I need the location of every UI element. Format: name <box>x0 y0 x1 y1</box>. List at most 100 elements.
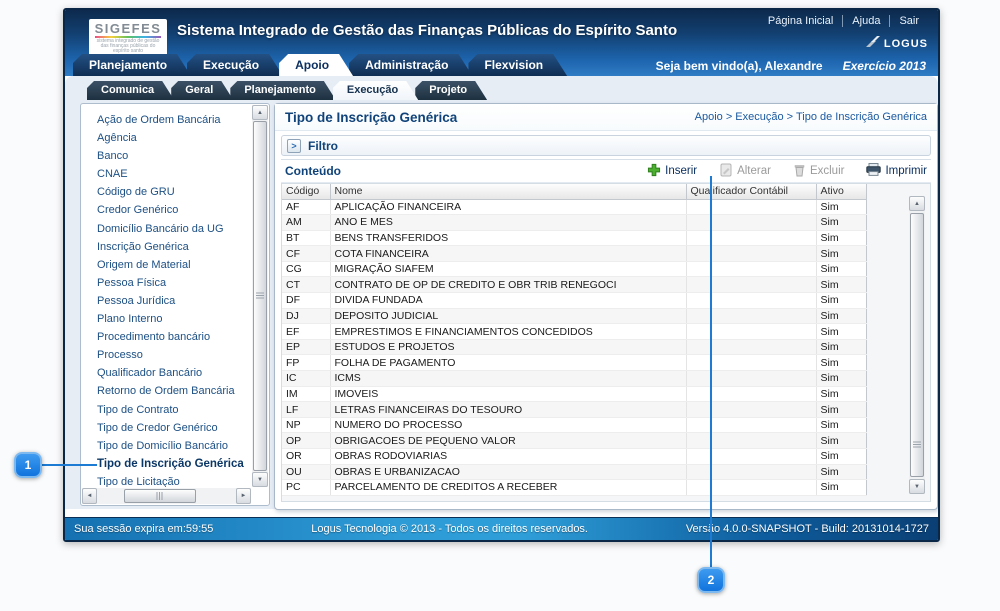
scroll-left-icon[interactable]: ◄ <box>82 488 97 504</box>
cell-nome: OBRAS RODOVIARIAS <box>330 448 687 465</box>
cell-qualificador <box>686 432 817 449</box>
sidebar-item[interactable]: Credor Genérico <box>97 204 179 217</box>
table-row[interactable]: OR OBRAS RODOVIARIAS Sim <box>282 448 867 465</box>
sidebar-item[interactable]: Banco <box>97 150 129 163</box>
print-button[interactable]: Imprimir <box>866 163 927 180</box>
scroll-down-icon[interactable]: ▼ <box>909 479 925 494</box>
page-title: Tipo de Inscrição Genérica <box>285 109 458 125</box>
table-row[interactable]: BT BENS TRANSFERIDOS Sim <box>282 230 867 247</box>
session-timer: Sua sessão expira em:59:55 <box>74 523 214 535</box>
sidebar-vertical-scrollbar[interactable]: ▲ ▼ <box>252 105 268 487</box>
table-row[interactable]: CG MIGRAÇÃO SIAFEM Sim <box>282 261 867 278</box>
main-nav-tab[interactable]: Administração <box>349 54 472 76</box>
grid-column-header[interactable]: Código <box>282 184 331 200</box>
table-row[interactable]: OU OBRAS E URBANIZACAO Sim <box>282 464 867 481</box>
cell-nome: ICMS <box>330 370 687 387</box>
header-link[interactable]: Sair <box>889 15 928 27</box>
sidebar-item[interactable]: Procedimento bancário <box>97 331 211 344</box>
header-links: Página Inicial Ajuda Sair <box>759 15 928 27</box>
table-row[interactable]: EP ESTUDOS E PROJETOS Sim <box>282 339 867 356</box>
sidebar-item[interactable]: Origem de Material <box>97 258 191 271</box>
header-link[interactable]: Página Inicial <box>767 15 834 27</box>
delete-button[interactable]: Excluir <box>793 163 844 180</box>
cell-nome: LETRAS FINANCEIRAS DO TESOURO <box>330 401 687 418</box>
cell-codigo: FP <box>282 354 331 372</box>
sidebar-item[interactable]: CNAE <box>97 168 128 181</box>
sidebar-horizontal-scrollbar[interactable]: ◄ ► <box>82 488 251 504</box>
sidebar-item[interactable]: Código de GRU <box>97 186 175 199</box>
scroll-up-icon[interactable]: ▲ <box>252 105 268 120</box>
main-body: Comunica Geral Planejamento Execução Projeto… <box>65 76 938 510</box>
table-row[interactable]: AM ANO E MES Sim <box>282 214 867 231</box>
table-row[interactable]: IM IMOVEIS Sim <box>282 386 867 403</box>
scroll-right-icon[interactable]: ► <box>236 488 251 504</box>
logus-brand: LOGUS <box>865 35 928 53</box>
sidebar-item[interactable]: Tipo de Credor Genérico <box>97 421 218 434</box>
scroll-up-icon[interactable]: ▲ <box>909 196 925 211</box>
sidebar-item[interactable]: Domicílio Bancário da UG <box>97 222 224 235</box>
cell-ativo: Sim <box>816 199 867 216</box>
table-row[interactable]: PC PARCELAMENTO DE CREDITOS A RECEBER Si… <box>282 479 867 496</box>
table-row[interactable]: AF APLICAÇÃO FINANCEIRA Sim <box>282 199 867 216</box>
main-nav-tab[interactable]: Planejamento <box>73 54 191 76</box>
table-row[interactable]: NP NUMERO DO PROCESSO Sim <box>282 417 867 434</box>
table-row[interactable]: EF EMPRESTIMOS E FINANCIAMENTOS CONCEDID… <box>282 323 867 340</box>
sigefes-logo-text: SIGEFES <box>94 21 162 36</box>
cell-codigo: PC <box>282 479 331 496</box>
table-row[interactable]: FP FOLHA DE PAGAMENTO Sim <box>282 354 867 372</box>
main-nav-tab[interactable]: Apoio <box>279 54 353 76</box>
cell-ativo: Sim <box>816 479 867 496</box>
sidebar-item[interactable]: Tipo de Contrato <box>97 403 179 416</box>
grid-column-header[interactable]: Ativo <box>815 184 867 200</box>
sidebar-item[interactable]: Agência <box>97 132 137 145</box>
table-row[interactable]: CT CONTRATO DE OP DE CREDITO E OBR TRIB … <box>282 276 867 294</box>
sub-nav-tab[interactable]: Planejamento <box>230 81 336 100</box>
sub-nav-tab[interactable]: Projeto <box>415 81 487 100</box>
edit-button[interactable]: Alterar <box>719 163 771 180</box>
filter-section-toggle[interactable]: > Filtro <box>281 135 931 156</box>
header-link[interactable]: Ajuda <box>842 15 889 27</box>
sub-nav-tab[interactable]: Execução <box>333 81 418 100</box>
welcome-row: Seja bem vindo(a), Alexandre Exercício 2… <box>656 59 926 73</box>
sidebar-item[interactable]: Tipo de Inscrição Genérica <box>97 457 244 470</box>
sidebar-item[interactable]: Qualificador Bancário <box>97 367 203 380</box>
table-row[interactable]: DJ DEPOSITO JUDICIAL Sim <box>282 308 867 325</box>
sidebar-hscroll-thumb[interactable] <box>124 489 196 503</box>
sidebar-item[interactable]: Processo <box>97 349 143 362</box>
cell-codigo: OU <box>282 464 331 481</box>
sidebar-item[interactable]: Tipo de Domicílio Bancário <box>97 439 229 452</box>
sidebar-item[interactable]: Inscrição Genérica <box>97 240 189 253</box>
sidebar-item[interactable]: Pessoa Física <box>97 276 167 289</box>
grid-vertical-scrollbar[interactable]: ▲ ▼ <box>909 196 925 494</box>
sub-nav-tab-label: Execução <box>346 84 399 96</box>
sub-nav-tab[interactable]: Geral <box>171 81 233 100</box>
sidebar-item[interactable]: Plano Interno <box>97 313 163 326</box>
cell-ativo: Sim <box>816 464 867 481</box>
sidebar-item[interactable]: Ação de Ordem Bancária <box>97 114 221 126</box>
main-nav-tab-label: Flexvision <box>484 58 544 72</box>
table-row[interactable]: IC ICMS Sim <box>282 370 867 387</box>
grid-column-header[interactable]: Nome <box>329 184 687 200</box>
cell-ativo: Sim <box>816 214 867 231</box>
grid-scroll-thumb[interactable] <box>910 213 924 477</box>
sidebar-item[interactable]: Pessoa Jurídica <box>97 294 176 307</box>
grid-column-header[interactable]: Qualificador Contábil <box>685 184 817 200</box>
cell-qualificador <box>686 292 817 309</box>
scroll-down-icon[interactable]: ▼ <box>252 472 268 487</box>
insert-button[interactable]: Inserir <box>647 163 697 180</box>
logus-brand-text: LOGUS <box>883 38 928 50</box>
sidebar-item[interactable]: Retorno de Ordem Bancária <box>97 385 235 398</box>
table-row[interactable]: LF LETRAS FINANCEIRAS DO TESOURO Sim <box>282 401 867 418</box>
sidebar-item[interactable]: Tipo de Licitação <box>97 475 180 487</box>
expand-icon[interactable]: > <box>287 138 301 153</box>
sub-nav-tab[interactable]: Comunica <box>87 81 174 100</box>
main-nav-tab[interactable]: Flexvision <box>468 54 567 76</box>
main-nav-tab[interactable]: Execução <box>187 54 283 76</box>
app-header: SIGEFES sistema integrado de gestão das … <box>65 10 938 76</box>
table-row[interactable]: OP OBRIGACOES DE PEQUENO VALOR Sim <box>282 432 867 449</box>
printer-icon <box>866 163 882 179</box>
cell-nome: FOLHA DE PAGAMENTO <box>330 354 687 372</box>
table-row[interactable]: DF DIVIDA FUNDADA Sim <box>282 292 867 309</box>
table-row[interactable]: CF COTA FINANCEIRA Sim <box>282 245 867 262</box>
sidebar-scroll-thumb[interactable] <box>253 121 267 471</box>
